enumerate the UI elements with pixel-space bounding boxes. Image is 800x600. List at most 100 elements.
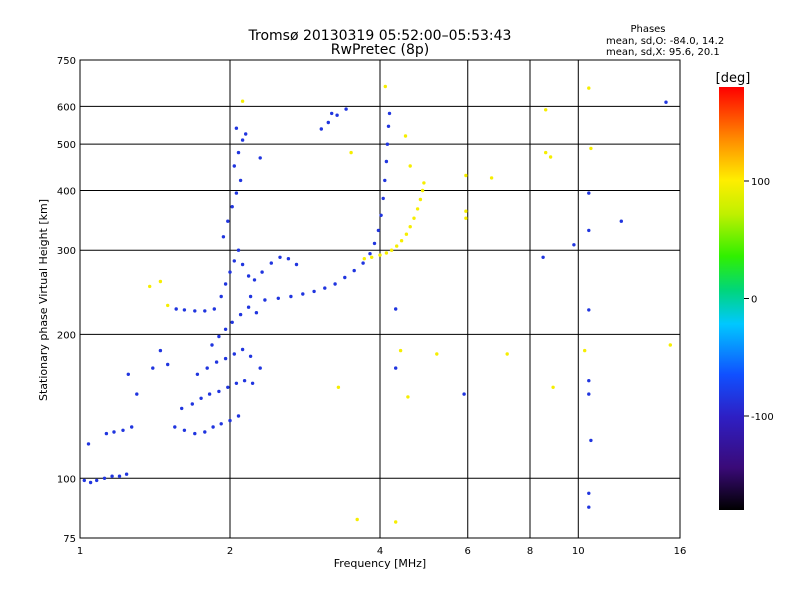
echo-point-O	[254, 311, 259, 315]
echo-point-O	[232, 259, 236, 263]
echo-point-X	[464, 216, 468, 220]
echo-point-O	[250, 381, 255, 385]
chart-subtitle: RwPretec (8p)	[331, 42, 429, 58]
stats-heading: Phases	[630, 24, 665, 35]
echo-point-O	[343, 275, 347, 280]
echo-point-X	[394, 520, 398, 524]
echo-point-O	[230, 320, 234, 324]
echo-point-O	[174, 307, 178, 311]
echo-point-X	[362, 257, 366, 261]
echo-point-O	[234, 126, 239, 130]
echo-point-O	[260, 270, 264, 274]
echo-point-O	[323, 286, 327, 290]
echo-point-X	[418, 197, 423, 202]
echo-point-O	[130, 425, 134, 429]
echo-point-O	[587, 379, 591, 383]
echo-point-O	[278, 255, 282, 259]
echo-point-O	[248, 294, 253, 299]
echo-point-O	[82, 478, 87, 483]
echo-point-O	[587, 228, 591, 233]
y-axis-ticks: 75 100 200 300 400 500 600 750	[57, 56, 76, 545]
y-tick-label: 400	[57, 186, 76, 197]
echo-point-O	[232, 164, 236, 168]
echo-point-O	[312, 289, 316, 294]
echo-point-O	[246, 274, 251, 278]
echo-point-O	[394, 307, 398, 311]
echo-point-X	[395, 244, 399, 248]
echo-point-O	[193, 309, 197, 313]
x-axis-ticks: 1 2 4 6 8 10 16	[77, 546, 687, 557]
echo-point-O	[587, 191, 591, 195]
echo-point-O	[226, 385, 230, 389]
echo-point-O	[326, 120, 330, 125]
echo-point-O	[384, 159, 389, 164]
echo-point-X	[489, 176, 494, 180]
echo-point-O	[352, 268, 356, 273]
y-tick-label: 75	[63, 534, 76, 545]
echo-point-O	[182, 428, 187, 432]
echo-point-X	[415, 207, 420, 211]
echo-point-O	[246, 305, 251, 309]
echo-point-O	[385, 142, 390, 146]
echo-point-O	[263, 298, 267, 302]
stats-line-o: mean, sd,O: -84.0, 14.2	[606, 36, 724, 47]
y-tick-label: 500	[57, 140, 76, 151]
echo-point-X	[389, 248, 394, 252]
echo-point-X	[551, 385, 555, 389]
colorbar	[719, 87, 744, 510]
echo-point-O	[221, 235, 226, 239]
echo-point-O	[135, 392, 139, 396]
echo-point-X	[404, 232, 409, 236]
echo-point-O	[258, 156, 262, 160]
echo-point-O	[217, 334, 221, 339]
echo-point-O	[294, 262, 299, 267]
echo-point-O	[244, 132, 248, 136]
echo-point-O	[232, 352, 236, 356]
y-tick-label: 750	[57, 56, 76, 67]
echo-point-X	[505, 352, 509, 356]
echo-point-O	[276, 296, 280, 300]
x-axis-label: Frequency [MHz]	[334, 557, 426, 570]
echo-point-O	[372, 241, 377, 246]
echo-point-O	[110, 474, 114, 478]
echo-point-O	[151, 366, 155, 370]
echo-point-X	[544, 150, 548, 155]
echo-point-O	[664, 100, 668, 104]
x-tick-label: 1	[77, 546, 83, 557]
echo-point-O	[226, 219, 230, 223]
y-tick-label: 300	[57, 246, 76, 257]
echo-point-O	[102, 476, 107, 480]
echo-point-O	[383, 178, 387, 183]
echo-point-O	[121, 428, 125, 432]
echo-point-O	[619, 219, 623, 223]
y-axis-label: Stationary phase Virtual Height [km]	[37, 199, 50, 401]
echo-point-O	[240, 347, 245, 352]
echo-point-O	[104, 431, 109, 436]
x-tick-label: 2	[227, 546, 233, 557]
echo-point-O	[126, 372, 130, 376]
echo-point-O	[335, 113, 339, 117]
echo-point-X	[422, 181, 426, 185]
echo-point-O	[95, 478, 99, 483]
x-tick-label: 6	[465, 546, 471, 557]
stats-line-x: mean, sd,X: 95.6, 20.1	[606, 47, 720, 58]
echo-point-O	[386, 124, 391, 128]
echo-point-O	[587, 491, 591, 495]
echo-point-X	[403, 134, 408, 138]
echo-point-O	[190, 402, 194, 406]
colorbar-tick-label: 0	[751, 295, 757, 306]
echo-point-X	[408, 164, 412, 168]
echo-point-O	[112, 430, 116, 434]
echo-point-O	[379, 213, 383, 217]
echo-point-O	[230, 205, 234, 209]
echo-point-X	[349, 150, 353, 155]
echo-point-O	[228, 418, 232, 423]
echo-point-O	[587, 505, 591, 509]
echo-point-O	[240, 138, 245, 142]
x-tick-label: 10	[572, 546, 585, 557]
echo-point-O	[541, 255, 545, 259]
echo-point-O	[199, 396, 203, 400]
echo-point-O	[269, 261, 273, 265]
echo-point-O	[236, 150, 241, 155]
